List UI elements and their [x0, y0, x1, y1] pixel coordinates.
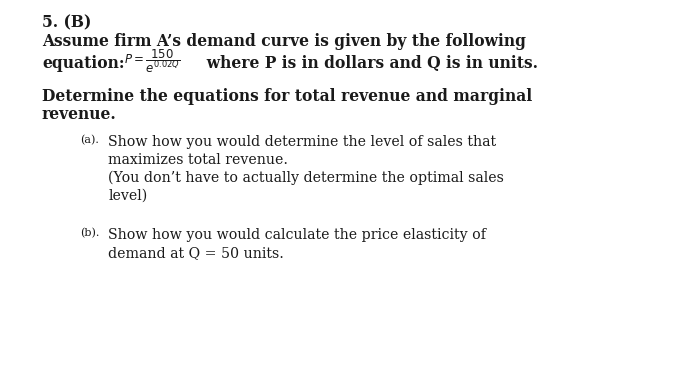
Text: 5. (B): 5. (B) [42, 14, 92, 31]
Text: (You don’t have to actually determine the optimal sales: (You don’t have to actually determine th… [108, 171, 505, 186]
Text: (a).: (a). [80, 135, 99, 145]
Text: Assume firm A’s demand curve is given by the following: Assume firm A’s demand curve is given by… [42, 33, 526, 50]
Text: (b).: (b). [80, 228, 100, 238]
Text: equation:: equation: [42, 55, 125, 72]
Text: level): level) [108, 189, 148, 203]
Text: maximizes total revenue.: maximizes total revenue. [108, 153, 288, 167]
Text: Show how you would calculate the price elasticity of: Show how you would calculate the price e… [108, 228, 486, 242]
Text: demand at Q = 50 units.: demand at Q = 50 units. [108, 246, 284, 260]
Text: where P is in dollars and Q is in units.: where P is in dollars and Q is in units. [196, 55, 538, 72]
Text: Determine the equations for total revenue and marginal: Determine the equations for total revenu… [42, 88, 532, 105]
Text: Show how you would determine the level of sales that: Show how you would determine the level o… [108, 135, 496, 149]
Text: revenue.: revenue. [42, 106, 117, 123]
Text: $\mathit{P}=\dfrac{150}{e^{0.02Q}}$: $\mathit{P}=\dfrac{150}{e^{0.02Q}}$ [124, 47, 181, 75]
